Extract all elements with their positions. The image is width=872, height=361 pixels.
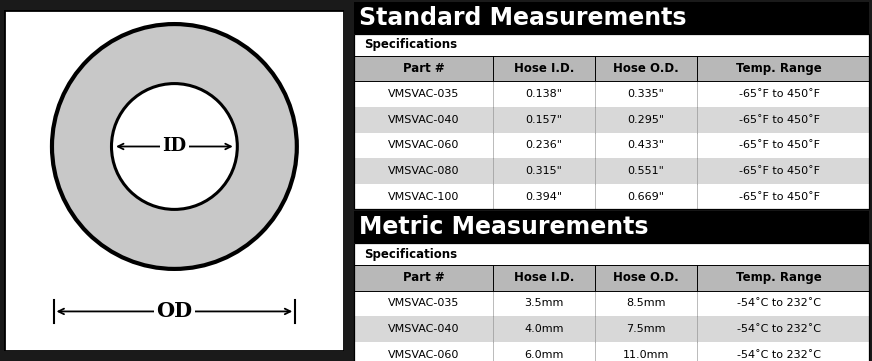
- Text: -65˚F to 450˚F: -65˚F to 450˚F: [739, 192, 820, 201]
- Text: Metric Measurements: Metric Measurements: [359, 215, 649, 239]
- FancyBboxPatch shape: [4, 10, 344, 351]
- Text: VMSVAC-035: VMSVAC-035: [388, 299, 459, 309]
- Text: -65˚F to 450˚F: -65˚F to 450˚F: [739, 166, 820, 176]
- Text: VMSVAC-035: VMSVAC-035: [388, 89, 459, 99]
- FancyBboxPatch shape: [354, 316, 869, 342]
- Text: Hose O.D.: Hose O.D.: [613, 62, 678, 75]
- Circle shape: [52, 24, 296, 269]
- Text: Temp. Range: Temp. Range: [736, 271, 822, 284]
- Text: -65˚F to 450˚F: -65˚F to 450˚F: [739, 115, 820, 125]
- Text: VMSVAC-040: VMSVAC-040: [388, 324, 459, 334]
- Text: Hose O.D.: Hose O.D.: [613, 271, 678, 284]
- Text: 0.295": 0.295": [627, 115, 664, 125]
- FancyBboxPatch shape: [354, 2, 869, 34]
- Text: 0.433": 0.433": [627, 140, 664, 150]
- Text: 4.0mm: 4.0mm: [524, 324, 563, 334]
- Text: 0.669": 0.669": [627, 192, 664, 201]
- FancyBboxPatch shape: [354, 265, 869, 291]
- Text: OD: OD: [156, 301, 193, 321]
- Text: Hose I.D.: Hose I.D.: [514, 62, 574, 75]
- Text: ID: ID: [162, 138, 187, 156]
- Text: Hose I.D.: Hose I.D.: [514, 271, 574, 284]
- Text: 0.236": 0.236": [525, 140, 562, 150]
- FancyBboxPatch shape: [354, 243, 869, 265]
- Text: -65˚F to 450˚F: -65˚F to 450˚F: [739, 89, 820, 99]
- Text: 11.0mm: 11.0mm: [623, 350, 669, 360]
- Text: 0.157": 0.157": [525, 115, 562, 125]
- FancyBboxPatch shape: [354, 132, 869, 158]
- Text: Specifications: Specifications: [364, 248, 458, 261]
- FancyBboxPatch shape: [354, 34, 869, 56]
- FancyBboxPatch shape: [354, 342, 869, 361]
- Text: -65˚F to 450˚F: -65˚F to 450˚F: [739, 140, 820, 150]
- Text: Part #: Part #: [403, 62, 444, 75]
- Text: Temp. Range: Temp. Range: [736, 62, 822, 75]
- Text: Standard Measurements: Standard Measurements: [359, 6, 687, 30]
- FancyBboxPatch shape: [354, 56, 869, 81]
- Circle shape: [112, 84, 237, 209]
- FancyBboxPatch shape: [354, 158, 869, 184]
- Text: -54˚C to 232˚C: -54˚C to 232˚C: [737, 350, 821, 360]
- FancyBboxPatch shape: [354, 291, 869, 316]
- Text: 8.5mm: 8.5mm: [626, 299, 665, 309]
- Text: -54˚C to 232˚C: -54˚C to 232˚C: [737, 299, 821, 309]
- Text: VMSVAC-100: VMSVAC-100: [388, 192, 459, 201]
- FancyBboxPatch shape: [354, 107, 869, 132]
- Text: VMSVAC-060: VMSVAC-060: [388, 140, 459, 150]
- Text: Specifications: Specifications: [364, 38, 458, 51]
- Text: VMSVAC-080: VMSVAC-080: [388, 166, 459, 176]
- Text: 0.335": 0.335": [627, 89, 664, 99]
- Text: VMSVAC-040: VMSVAC-040: [388, 115, 459, 125]
- FancyBboxPatch shape: [354, 211, 869, 243]
- Text: 0.394": 0.394": [525, 192, 562, 201]
- Text: -54˚C to 232˚C: -54˚C to 232˚C: [737, 324, 821, 334]
- Text: 3.5mm: 3.5mm: [524, 299, 563, 309]
- Text: 0.551": 0.551": [627, 166, 664, 176]
- Text: Part #: Part #: [403, 271, 444, 284]
- FancyBboxPatch shape: [354, 81, 869, 107]
- Text: 6.0mm: 6.0mm: [524, 350, 563, 360]
- Text: 0.138": 0.138": [525, 89, 562, 99]
- Text: VMSVAC-060: VMSVAC-060: [388, 350, 459, 360]
- FancyBboxPatch shape: [354, 184, 869, 209]
- Text: 0.315": 0.315": [525, 166, 562, 176]
- Text: 7.5mm: 7.5mm: [626, 324, 665, 334]
